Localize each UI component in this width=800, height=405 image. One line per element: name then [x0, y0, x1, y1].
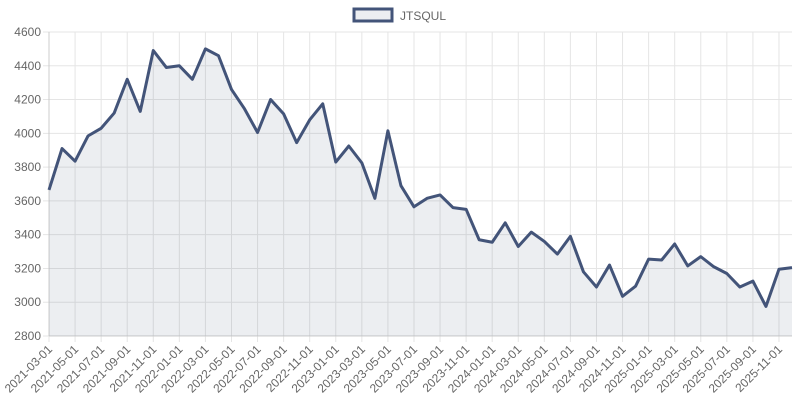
y-tick-label: 3800 [14, 160, 41, 174]
y-tick-label: 3600 [14, 194, 41, 208]
y-tick-label: 4400 [14, 59, 41, 73]
y-tick-label: 3400 [14, 228, 41, 242]
legend-label: JTSQUL [400, 9, 446, 23]
y-tick-label: 3000 [14, 295, 41, 309]
y-tick-label: 4200 [14, 93, 41, 107]
y-tick-label: 4000 [14, 126, 41, 140]
y-tick-label: 2800 [14, 329, 41, 343]
line [47, 47, 793, 308]
legend-swatch [352, 7, 394, 23]
area [49, 48, 792, 337]
y-tick-label: 3200 [14, 261, 41, 275]
y-tick-label: 4600 [14, 25, 41, 39]
